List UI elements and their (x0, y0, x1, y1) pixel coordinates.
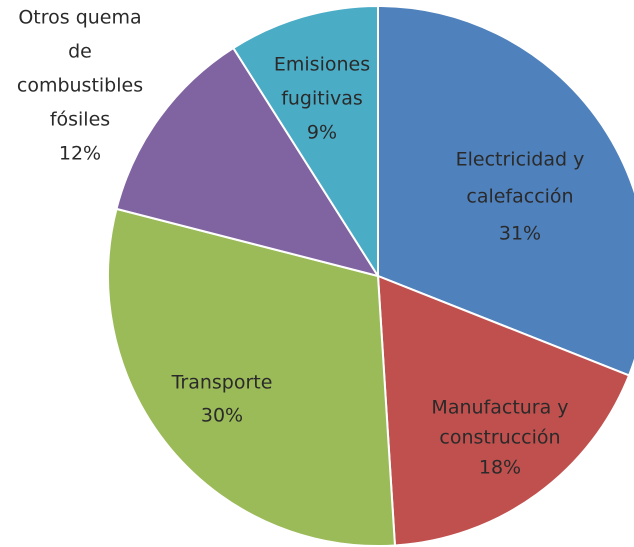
value-label: 9% (307, 122, 337, 144)
value-label: 30% (201, 405, 243, 427)
value-label: 18% (479, 457, 521, 479)
slice-label: construcción (439, 427, 560, 449)
slice-label: calefacción (466, 186, 573, 208)
slice-label: Otros quema (18, 7, 141, 29)
pie-slice (107, 207, 397, 547)
pie-slice (376, 274, 631, 547)
slice-label: Emisiones (274, 54, 370, 76)
slice-label: combustibles (17, 75, 143, 97)
slice-label: Manufactura y (431, 397, 568, 419)
slice-label: fugitivas (281, 88, 363, 110)
slice-label: fósiles (50, 109, 110, 131)
pie-slice (115, 46, 381, 278)
slice-label: Electricidad y (456, 149, 585, 171)
slice-label: de (68, 41, 92, 63)
value-label: 31% (499, 223, 541, 245)
pie-slice (377, 4, 634, 377)
slice-label: Transporte (171, 372, 273, 394)
value-label: 12% (59, 143, 101, 165)
pie-slice (231, 4, 379, 280)
